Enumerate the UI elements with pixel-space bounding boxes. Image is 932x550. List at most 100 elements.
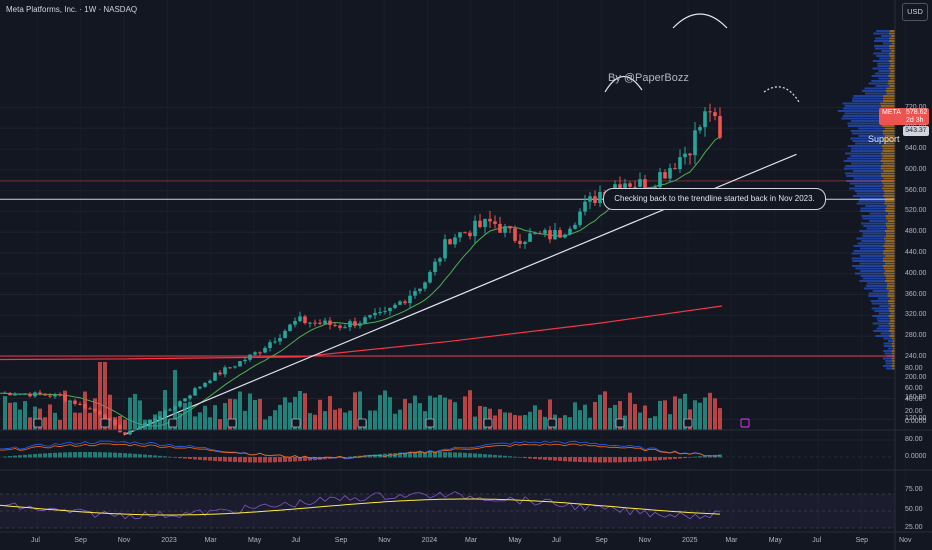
macd-histogram-bar <box>543 457 547 460</box>
volume-profile-bar <box>886 87 895 90</box>
candle-body <box>513 228 517 241</box>
volume-profile-bar <box>884 230 895 232</box>
volume-profile-bar <box>886 92 895 95</box>
candle-body <box>313 322 317 324</box>
candle-body <box>348 321 352 328</box>
candle-body <box>3 392 7 394</box>
price-tick-label: 240.00 <box>905 352 927 360</box>
volume-bar <box>348 410 352 430</box>
volume-profile-bar <box>886 367 893 370</box>
candle-body <box>48 395 52 397</box>
volume-profile-bar <box>885 362 893 365</box>
macd-histogram-bar <box>278 457 282 463</box>
candle-body <box>468 232 472 237</box>
volume-bar <box>478 405 482 430</box>
currency-button[interactable]: USD <box>902 3 928 21</box>
volume-bar <box>338 408 342 430</box>
volume-profile-bar <box>881 165 895 167</box>
volume-bar <box>178 413 182 430</box>
macd-histogram-bar <box>123 453 127 458</box>
time-tick-label: 2025 <box>682 537 698 544</box>
macd-histogram-bar <box>408 452 412 458</box>
volume-profile-bar <box>874 310 890 312</box>
macd-histogram-bar <box>38 453 42 458</box>
candle-body <box>663 172 667 179</box>
volume-bar <box>578 410 582 430</box>
volume-profile-bar <box>892 367 895 370</box>
macd-histogram-bar <box>563 457 567 462</box>
volume-bar <box>418 403 422 430</box>
volume-profile-bar <box>849 187 883 190</box>
volume-profile-bar <box>842 115 881 117</box>
candle-body <box>278 338 282 342</box>
volume-profile-bar <box>853 95 884 97</box>
volume-profile-bar <box>890 62 895 65</box>
volume-bar <box>673 396 677 430</box>
macd-histogram-bar <box>468 453 472 458</box>
candle-body <box>393 304 397 308</box>
volume-profile-bar <box>884 200 895 202</box>
macd-histogram-bar <box>338 457 342 459</box>
volume-profile-bar <box>854 185 884 187</box>
time-tick-label: Sep <box>74 537 87 544</box>
rsi-pane <box>0 491 895 529</box>
candle-body <box>423 282 427 289</box>
macd-histogram-bar <box>233 457 237 463</box>
volume-bar <box>638 412 642 430</box>
volume-profile-bar <box>860 210 886 212</box>
earnings-marker <box>168 418 178 428</box>
macd-histogram-bar <box>398 452 402 458</box>
volume-bar <box>383 390 387 430</box>
earnings-marker <box>291 418 301 428</box>
volume-bar <box>293 396 297 430</box>
volume-profile-bar <box>880 160 895 162</box>
volume-bar <box>573 402 577 430</box>
macd-histogram-bar <box>208 457 212 461</box>
macd-histogram-bar <box>273 457 277 463</box>
candle-body <box>188 395 192 399</box>
volume-profile-bar <box>890 312 895 315</box>
volume-bar <box>523 414 527 430</box>
earnings-marker <box>547 418 557 428</box>
note-callout[interactable]: Checking back to the trendline started b… <box>603 188 826 210</box>
volume-profile-bar <box>858 127 885 130</box>
volume-bar <box>118 415 122 430</box>
support-price-tag: 543.37 <box>903 126 929 136</box>
candle-body <box>633 186 637 188</box>
volume-bar <box>238 391 242 430</box>
volume-bar <box>593 401 597 430</box>
macd-histogram-bar <box>628 457 632 462</box>
volume-bar <box>18 409 22 430</box>
volume-bar <box>598 394 602 430</box>
macd-histogram-bar <box>128 453 132 458</box>
volume-bar <box>518 415 522 430</box>
candle-body <box>193 388 197 396</box>
macd-histogram-bar <box>558 457 562 461</box>
volume-bar <box>308 413 312 430</box>
volume-profile-bar <box>889 30 895 32</box>
volume-profile-bar <box>892 360 895 362</box>
volume-profile-bar <box>860 275 886 277</box>
volume-profile-bar <box>888 340 894 342</box>
candle-body <box>373 312 377 316</box>
macd-histogram-bar <box>648 457 652 461</box>
volume-profile-bar <box>876 55 890 57</box>
volume-bar <box>283 397 287 430</box>
volume-profile-bar <box>885 277 895 280</box>
volume-profile-bar <box>889 85 895 87</box>
volume-profile-bar <box>837 110 880 112</box>
volume-profile-bar <box>871 307 889 310</box>
candle-body <box>123 432 127 435</box>
candle-body <box>8 392 12 396</box>
candle-body <box>368 315 372 318</box>
rsi-tick-label: 75.00 <box>905 486 923 493</box>
macd-histogram-bar <box>303 457 307 461</box>
candle-body <box>543 230 547 234</box>
macd-histogram-bar <box>3 456 7 458</box>
volume-bar <box>253 400 257 430</box>
macd-histogram-bar <box>13 455 17 458</box>
macd-line <box>0 440 721 460</box>
volume-bar <box>318 399 322 430</box>
volume-profile-bar <box>888 302 895 305</box>
